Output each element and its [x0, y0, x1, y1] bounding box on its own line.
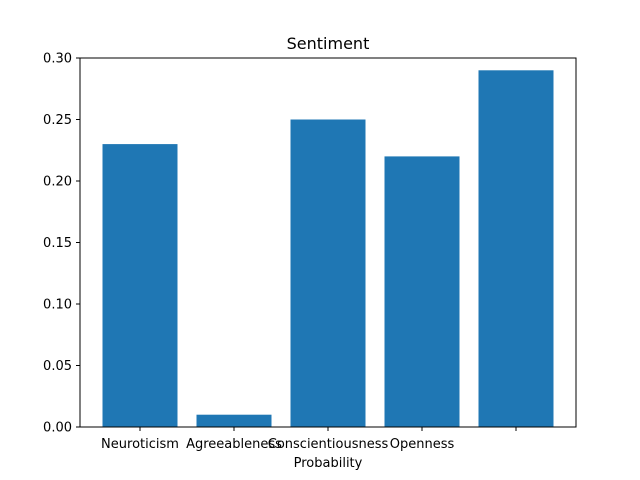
y-tick-label: 0.00 — [43, 421, 72, 436]
bar-conscientiousness — [290, 119, 366, 427]
x-tick-label: Conscientiousness — [268, 437, 389, 452]
x-tick-label: Neuroticism — [101, 437, 179, 452]
x-tick-label: Openness — [390, 437, 455, 452]
bar-openness — [384, 156, 460, 427]
y-tick-label: 0.20 — [43, 175, 72, 190]
y-tick-label: 0.25 — [43, 113, 72, 128]
bar-unlabeled — [478, 70, 554, 428]
y-tick-label: 0.30 — [43, 52, 72, 67]
y-axis: 0.00 0.05 0.10 0.15 0.20 0.25 0.30 — [43, 52, 80, 436]
y-tick-label: 0.10 — [43, 298, 72, 313]
x-tick-label: Agreeableness — [186, 437, 282, 452]
chart-title: Sentiment — [287, 34, 370, 53]
y-tick-label: 0.15 — [43, 236, 72, 251]
x-axis: Neuroticism AgreeablenessConscientiousnes… — [101, 427, 517, 452]
bars-group — [102, 70, 554, 428]
bar-agreeableness — [196, 414, 272, 427]
x-axis-label: Probability — [294, 456, 363, 471]
y-tick-label: 0.05 — [43, 359, 72, 374]
bar-neuroticism — [102, 144, 178, 427]
